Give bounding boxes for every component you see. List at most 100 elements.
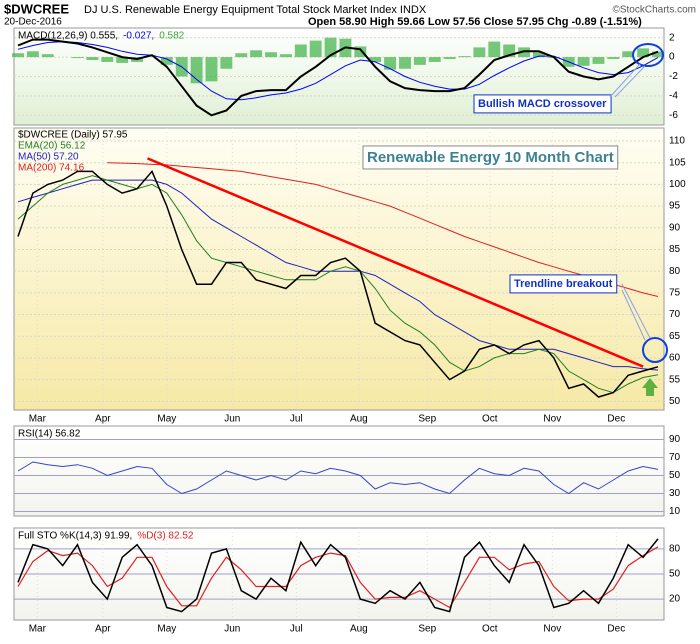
y-tick-label: 95	[669, 201, 681, 212]
y-tick-label: 0	[669, 52, 675, 63]
copyright: ©StockCharts.com	[612, 5, 696, 16]
x-tick-label: Jun	[224, 624, 240, 635]
histogram-bar	[577, 57, 590, 66]
up-arrow	[642, 378, 658, 396]
x-tick-label: Oct	[482, 624, 498, 635]
histogram-bar	[473, 47, 486, 58]
histogram-bar	[190, 57, 203, 84]
x-tick-label: Jul	[290, 414, 303, 425]
x-tick-label: Dec	[607, 624, 625, 635]
histogram-bar	[86, 57, 99, 61]
x-tick-label: Jun	[224, 414, 240, 425]
annotation-box	[362, 145, 619, 170]
histogram-bar	[41, 54, 54, 58]
x-tick-label: Oct	[482, 414, 498, 425]
legend-entry: Full STO %K(14,3) 91.99,	[18, 531, 132, 542]
y-tick-label: -6	[669, 110, 678, 121]
histogram-bar	[532, 52, 545, 58]
x-tick-label: Sep	[418, 624, 436, 635]
histogram-bar	[428, 57, 441, 62]
annotation-box	[473, 94, 612, 114]
histogram-bar	[309, 40, 322, 58]
x-tick-label: Apr	[95, 414, 111, 425]
legend-entry: 0.582	[159, 31, 184, 42]
histogram-bar	[250, 50, 263, 58]
legend-entry: MACD(12,26,9) 0.555,	[18, 31, 118, 42]
histogram-bar	[101, 57, 114, 62]
series-line	[17, 169, 659, 398]
histogram-bar	[220, 57, 233, 69]
y-tick-label: 70	[669, 309, 681, 320]
histogram-bar	[235, 53, 248, 58]
y-tick-label: 65	[669, 331, 681, 342]
x-tick-label: Aug	[350, 414, 368, 425]
histogram-bar	[503, 44, 516, 58]
y-tick-label: 110	[669, 136, 685, 147]
histogram-bar	[12, 53, 24, 58]
y-tick-label: 90	[669, 434, 681, 445]
trendline	[147, 157, 644, 368]
y-tick-label: 80	[669, 544, 681, 555]
histogram-bar	[294, 44, 307, 58]
histogram-bar	[324, 37, 337, 58]
series-line	[17, 179, 659, 371]
histogram-bar	[205, 57, 218, 82]
y-tick-label: 10	[669, 506, 681, 517]
histogram-bar	[399, 57, 411, 69]
series-line	[17, 546, 659, 609]
histogram-bar	[443, 57, 456, 60]
index-name: DJ U.S. Renewable Energy Equipment Total…	[84, 4, 427, 16]
legend-entry: $DWCREE (Daily) 57.95	[18, 130, 128, 141]
y-tick-label: -4	[669, 91, 678, 102]
x-tick-label: Mar	[29, 624, 47, 635]
histogram-bar	[413, 57, 426, 65]
histogram-bar	[369, 57, 382, 62]
histogram-bar	[488, 41, 501, 58]
legend-entry: RSI(14) 56.82	[18, 429, 81, 440]
histogram-bar	[354, 46, 367, 58]
date: 20-Dec-2016	[4, 17, 62, 28]
highlight-circle	[632, 43, 664, 67]
histogram-bar	[637, 48, 650, 58]
histogram-bar	[160, 57, 173, 65]
highlight-circle	[642, 337, 668, 363]
x-tick-label: Jul	[290, 624, 303, 635]
y-tick-label: 90	[669, 222, 681, 233]
y-tick-label: 100	[669, 179, 686, 190]
y-tick-label: 105	[669, 157, 686, 168]
y-tick-label: 75	[669, 288, 681, 299]
histogram-bar	[265, 52, 277, 58]
histogram-bar	[26, 51, 39, 58]
y-tick-label: 50	[669, 396, 681, 407]
x-tick-label: May	[157, 414, 176, 425]
histogram-bar	[652, 51, 664, 58]
y-tick-label: 60	[669, 353, 681, 364]
y-tick-label: 50	[669, 470, 681, 481]
x-tick-label: Sep	[418, 414, 436, 425]
y-tick-label: -2	[669, 71, 678, 82]
series-line	[17, 175, 659, 394]
x-tick-label: Mar	[29, 414, 47, 425]
y-tick-label: 2	[669, 32, 675, 43]
histogram-bar	[71, 57, 84, 59]
histogram-bar	[607, 57, 620, 60]
legend-entry: EMA(20) 56.12	[18, 141, 86, 152]
histogram-bar	[622, 51, 635, 58]
series-line	[107, 162, 659, 297]
legend-entry: MA(50) 57.20	[18, 152, 79, 163]
x-tick-label: Dec	[607, 414, 625, 425]
histogram-bar	[458, 56, 471, 58]
series-line	[17, 38, 659, 117]
x-tick-label: Nov	[543, 624, 561, 635]
legend-entry: %D(3) 82.52	[137, 531, 194, 542]
y-tick-label: 85	[669, 244, 681, 255]
x-tick-label: Aug	[350, 624, 368, 635]
annotation: Renewable Energy 10 Month Chart	[367, 149, 614, 166]
series-line	[17, 461, 659, 495]
histogram-bar	[384, 57, 397, 70]
quote: Open 58.90 High 59.66 Low 57.56 Close 57…	[308, 16, 642, 28]
y-tick-label: 20	[669, 594, 681, 605]
annotation-box	[509, 274, 618, 294]
